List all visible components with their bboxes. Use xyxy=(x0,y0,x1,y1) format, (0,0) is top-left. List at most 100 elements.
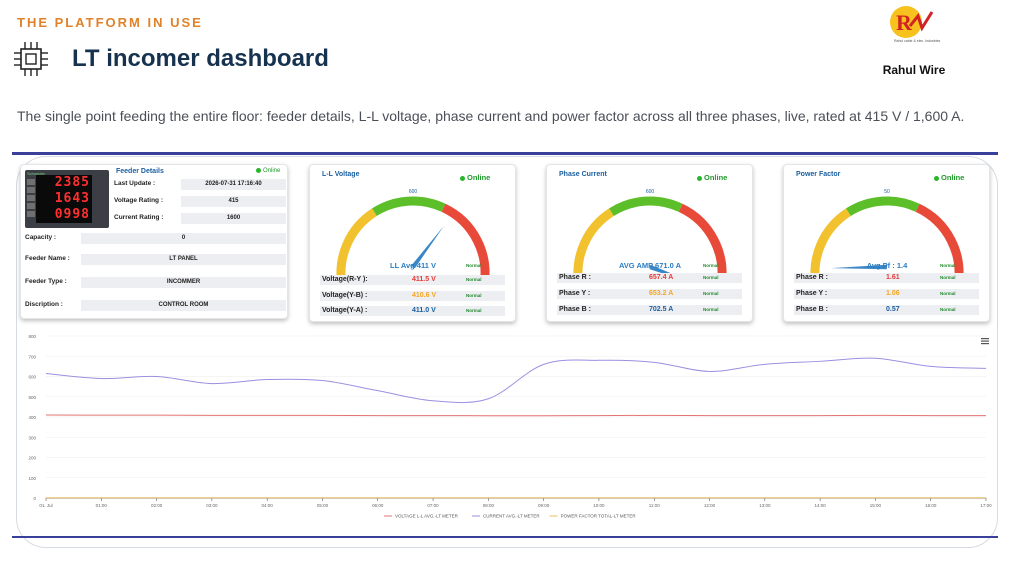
feeder-name-value: LT PANEL xyxy=(81,254,286,265)
gauge-band xyxy=(336,208,377,275)
gauge-title: Phase Current xyxy=(559,171,607,178)
online-status: Online xyxy=(460,173,490,182)
row-status: Normal xyxy=(940,291,956,296)
feeder-name-label: Feeder Name : xyxy=(25,255,70,262)
row-status: Normal xyxy=(940,275,956,280)
x-tick-label: 14:00 xyxy=(814,503,826,508)
gauge-band xyxy=(915,203,964,275)
description-label: Discription : xyxy=(25,301,63,308)
gauge-band xyxy=(372,196,446,217)
capacity-label: Capacity : xyxy=(25,234,57,241)
description-value: CONTROL ROOM xyxy=(81,300,286,311)
brand-name: Rahul Wire xyxy=(882,63,946,77)
meter-display: 2385 1643 0998 xyxy=(36,175,92,223)
divider-top xyxy=(12,152,998,155)
feeder-type-value: INCOMMER xyxy=(81,277,286,288)
brand-tagline: Rahul cable & elec. Industries xyxy=(894,39,941,43)
x-tick-label: 01. Jul xyxy=(39,503,52,508)
gauge-needle xyxy=(411,226,444,269)
y-tick-label: 200 xyxy=(28,456,36,461)
gauge-title: Power Factor xyxy=(796,171,841,178)
voltage-rating-value: 415 xyxy=(181,196,286,207)
row-value: 0.57 xyxy=(886,306,900,313)
row-value: 410.6 V xyxy=(412,292,437,299)
row-value: 1.61 xyxy=(886,274,900,281)
row-status: Normal xyxy=(466,308,482,313)
meter-buttons-icon xyxy=(27,179,35,223)
row-value: 657.4 A xyxy=(649,274,674,281)
gauge-row: Phase Y : 653.2 A Normal xyxy=(557,289,742,299)
online-status: Online xyxy=(934,173,964,182)
row-label: Phase Y : xyxy=(796,290,828,297)
brand-logo-block: R Rahul cable & elec. Industries Rahul W… xyxy=(874,4,954,77)
voltage-rating-label: Voltage Rating : xyxy=(114,197,163,204)
x-tick-label: 09:00 xyxy=(538,503,550,508)
gauge-band xyxy=(573,208,614,275)
gauge-row: Voltage(Y-A) : 411.0 V Normal xyxy=(320,306,505,316)
section-kicker: THE PLATFORM IN USE xyxy=(17,15,203,30)
x-tick-label: 15:00 xyxy=(870,503,882,508)
gauge-row: Phase R : 1.61 Normal xyxy=(794,273,979,283)
x-tick-label: 05:00 xyxy=(317,503,329,508)
gauge-readout: Avg Pf : 1.4 xyxy=(867,261,908,270)
y-tick-label: 0 xyxy=(33,496,36,501)
energy-meter-image: Schneider 2385 1643 0998 xyxy=(25,170,109,228)
x-tick-label: 04:00 xyxy=(262,503,274,508)
current-rating-label: Current Rating : xyxy=(114,214,164,221)
row-status: Normal xyxy=(466,293,482,298)
x-tick-label: 06:00 xyxy=(372,503,384,508)
row-label: Phase Y : xyxy=(559,290,591,297)
page-subtitle: The single point feeding the entire floo… xyxy=(17,108,965,124)
row-label: Phase B : xyxy=(796,306,828,313)
feeder-card-title: Feeder Details xyxy=(116,168,164,175)
gauge-max-label: 600 xyxy=(409,189,418,195)
gauge-status: Normal xyxy=(466,263,482,268)
meter-reading: 0998 xyxy=(54,207,90,222)
y-tick-label: 400 xyxy=(28,415,36,420)
x-tick-label: 10:00 xyxy=(593,503,605,508)
legend-item[interactable]: POWER FACTOR TOTAL-LT METER xyxy=(561,514,637,519)
row-value: 1.06 xyxy=(886,290,900,297)
gauge-band xyxy=(609,196,683,217)
gauge-readout: LL Avg 411 V xyxy=(390,261,436,270)
x-tick-label: 16:00 xyxy=(925,503,937,508)
divider-bottom xyxy=(12,536,998,538)
gauge-band xyxy=(441,203,490,275)
y-tick-label: 300 xyxy=(28,435,36,440)
legend-item[interactable]: CURRENT AVG.-LT METER xyxy=(483,514,540,519)
svg-text:R: R xyxy=(896,10,913,35)
phase-current-card: Phase Current Online 600 AVG AMP 671.0 A N… xyxy=(546,164,753,322)
trend-line-chart: 0 100 200 300 400 500 600 700 800 01. Jul 01:00 02:… xyxy=(28,334,992,519)
ll-voltage-card: L-L Voltage Online 600 LL Avg 411 V Normal… xyxy=(309,164,516,322)
y-tick-label: 100 xyxy=(28,476,36,481)
row-status: Normal xyxy=(940,307,956,312)
power-factor-gauge: 50 Avg Pf : 1.4 Normal xyxy=(810,189,964,275)
row-label: Voltage(Y-B) : xyxy=(322,292,368,299)
meter-reading: 2385 xyxy=(54,175,90,190)
gauge-row: Phase B : 0.57 Normal xyxy=(794,305,979,315)
gauge-status: Normal xyxy=(940,263,956,268)
x-tick-label: 13:00 xyxy=(759,503,771,508)
online-status: Online xyxy=(697,173,727,182)
meter-reading: 1643 xyxy=(54,191,90,206)
online-status: Online xyxy=(256,168,280,174)
legend-item[interactable]: VOLTAGE L-L AVG.-LT METER xyxy=(395,514,459,519)
gauge-max-label: 50 xyxy=(884,189,890,195)
row-label: Phase R : xyxy=(559,274,591,281)
gauge-needle xyxy=(831,264,888,270)
gauge-status: Normal xyxy=(703,263,719,268)
gauge-row: Voltage(Y-B) : 410.6 V Normal xyxy=(320,291,505,301)
gauge-readout: AVG AMP 671.0 A xyxy=(619,261,682,270)
row-status: Normal xyxy=(703,275,719,280)
x-tick-label: 03:00 xyxy=(206,503,218,508)
gauge-row: Voltage(R-Y ): 411.5 V Normal xyxy=(320,275,505,285)
meter-brand: Schneider xyxy=(27,171,46,176)
brand-logo-icon: R Rahul cable & elec. Industries xyxy=(890,6,941,43)
row-status: Normal xyxy=(703,291,719,296)
ll-voltage-gauge: 600 LL Avg 411 V Normal xyxy=(336,189,490,275)
chart-menu-icon[interactable] xyxy=(980,336,990,346)
gauge-row: Phase Y : 1.06 Normal xyxy=(794,289,979,299)
y-tick-label: 600 xyxy=(28,375,36,380)
gauge-band xyxy=(810,208,851,275)
row-status: Normal xyxy=(466,277,482,282)
